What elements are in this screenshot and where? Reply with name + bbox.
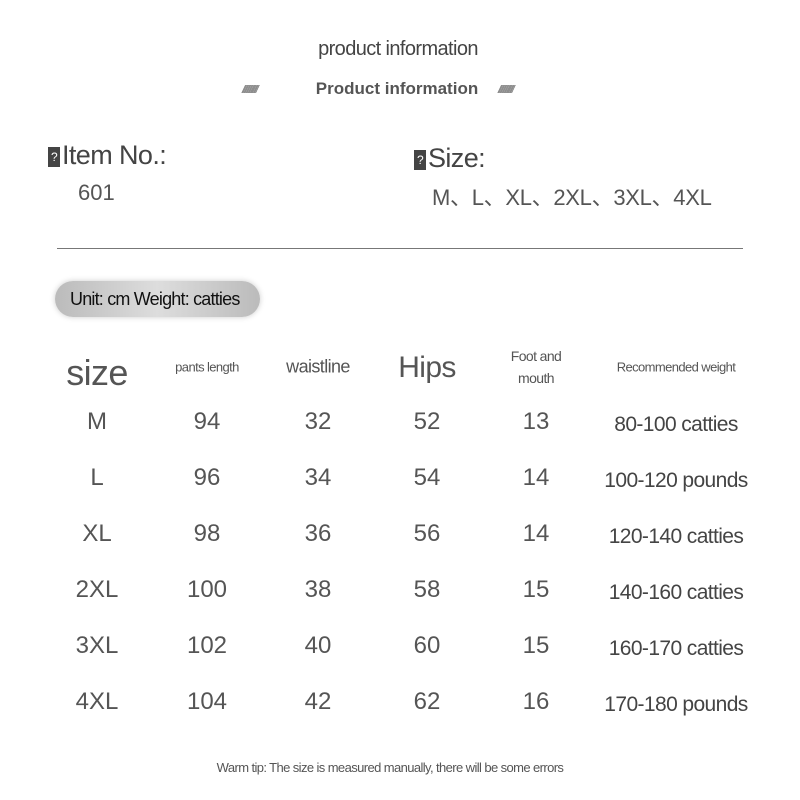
warm-tip: Warm tip: The size is measured manually,… bbox=[216, 760, 564, 775]
table-cell: 40 bbox=[304, 632, 332, 659]
table-cell: 4XL bbox=[75, 688, 119, 715]
size-label-text: Size: bbox=[428, 143, 486, 173]
table-cell: 170-180 pounds bbox=[604, 693, 748, 716]
unit-badge: Unit: cm Weight: catties bbox=[55, 281, 260, 317]
placeholder-glyph-icon: ? bbox=[414, 150, 426, 170]
table-cell: 96 bbox=[193, 464, 221, 491]
table-cell: 100 bbox=[186, 576, 228, 603]
item-no-value: 601 bbox=[78, 180, 115, 205]
column-header: Hips bbox=[398, 351, 456, 384]
table-cell: M bbox=[87, 408, 107, 435]
column-header: Recommended weight bbox=[616, 359, 736, 375]
table-cell: 2XL bbox=[75, 576, 119, 603]
item-no-label-text: Item No.: bbox=[62, 140, 167, 170]
table-cell: 14 bbox=[522, 520, 550, 547]
column-header: pants length bbox=[175, 359, 239, 375]
table-cell: 36 bbox=[304, 520, 332, 547]
table-cell: 38 bbox=[304, 576, 332, 603]
page-subtitle: Product information bbox=[315, 79, 479, 98]
table-cell: 13 bbox=[522, 408, 550, 435]
hatch-decoration: ////////////// bbox=[242, 84, 259, 96]
column-header: size bbox=[66, 352, 128, 393]
hatch-decoration: ////////////// bbox=[498, 84, 515, 96]
table-cell: 3XL bbox=[75, 632, 119, 659]
table-cell: 98 bbox=[193, 520, 221, 547]
table-cell: 15 bbox=[522, 576, 550, 603]
table-cell: 58 bbox=[413, 576, 441, 603]
table-cell: 32 bbox=[304, 408, 332, 435]
table-cell: 104 bbox=[186, 688, 228, 715]
table-cell: 120-140 catties bbox=[608, 525, 744, 548]
table-cell: 100-120 pounds bbox=[604, 469, 748, 492]
table-cell: 15 bbox=[522, 632, 550, 659]
table-cell: L bbox=[90, 464, 104, 491]
table-cell: 160-170 catties bbox=[608, 637, 744, 660]
table-cell: 42 bbox=[304, 688, 332, 715]
column-header: waistline bbox=[286, 356, 350, 377]
table-cell: 94 bbox=[193, 408, 221, 435]
table-cell: XL bbox=[82, 520, 112, 547]
table-cell: 80-100 catties bbox=[614, 413, 738, 436]
table-cell: 56 bbox=[413, 520, 441, 547]
table-cell: 102 bbox=[186, 632, 228, 659]
size-value: M、L、XL、2XL、3XL、4XL bbox=[432, 185, 712, 210]
unit-badge-text: Unit: cm Weight: catties bbox=[70, 289, 240, 309]
divider bbox=[57, 248, 743, 249]
table-cell: 14 bbox=[522, 464, 550, 491]
table-cell: 140-160 catties bbox=[608, 581, 744, 604]
table-cell: 52 bbox=[413, 408, 441, 435]
table-cell: 34 bbox=[304, 464, 332, 491]
table-cell: 16 bbox=[522, 688, 550, 715]
column-header: Foot and mouth bbox=[510, 348, 562, 386]
size-label: ? Size: bbox=[414, 143, 486, 174]
table-cell: 54 bbox=[413, 464, 441, 491]
placeholder-glyph-icon: ? bbox=[48, 147, 60, 167]
table-cell: 60 bbox=[413, 632, 441, 659]
table-cell: 62 bbox=[413, 688, 441, 715]
page-title: product information bbox=[318, 38, 478, 60]
item-no-label: ? Item No.: bbox=[48, 140, 167, 171]
